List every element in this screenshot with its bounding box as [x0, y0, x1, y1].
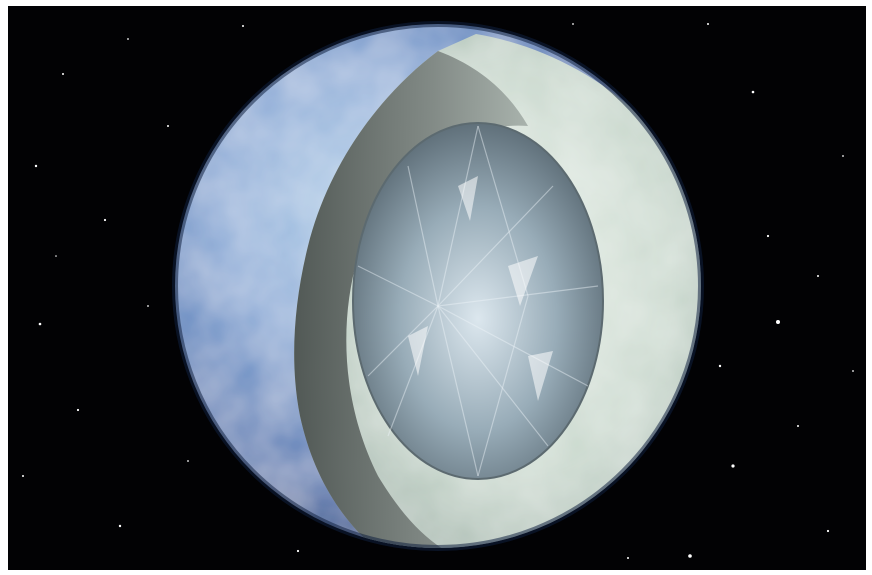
star-icon: [127, 38, 129, 40]
star-icon: [751, 90, 755, 94]
star-icon: [38, 322, 42, 326]
star-icon: [242, 25, 244, 27]
crystal-highlights: [408, 176, 553, 401]
star-icon: [572, 23, 574, 25]
star-icon: [187, 460, 189, 462]
star-icon: [103, 218, 107, 222]
star-icon: [147, 305, 149, 307]
star-icon: [718, 364, 722, 368]
star-icon: [627, 557, 629, 559]
star-icon: [34, 164, 38, 168]
planet-rim: [172, 21, 704, 551]
star-icon: [797, 425, 799, 427]
star-icon: [852, 370, 854, 372]
space-background: [8, 6, 866, 570]
inner-layer-wall: [294, 51, 528, 548]
star-icon: [22, 475, 24, 477]
planet: [172, 21, 704, 551]
star-icon: [167, 125, 169, 127]
star-icon: [707, 23, 709, 25]
star-icon: [776, 320, 780, 324]
star-icon: [817, 275, 819, 277]
star-icon: [76, 408, 80, 412]
star-icon: [688, 554, 692, 558]
star-icon: [842, 155, 844, 157]
star-icon: [55, 255, 57, 257]
planet-illustration: [22, 21, 854, 559]
star-icon: [296, 549, 300, 553]
star-icon: [62, 73, 64, 75]
star-icon: [118, 524, 122, 528]
star-icon: [826, 529, 830, 533]
star-field: [22, 23, 854, 559]
star-icon: [731, 464, 735, 468]
star-icon: [766, 234, 770, 238]
